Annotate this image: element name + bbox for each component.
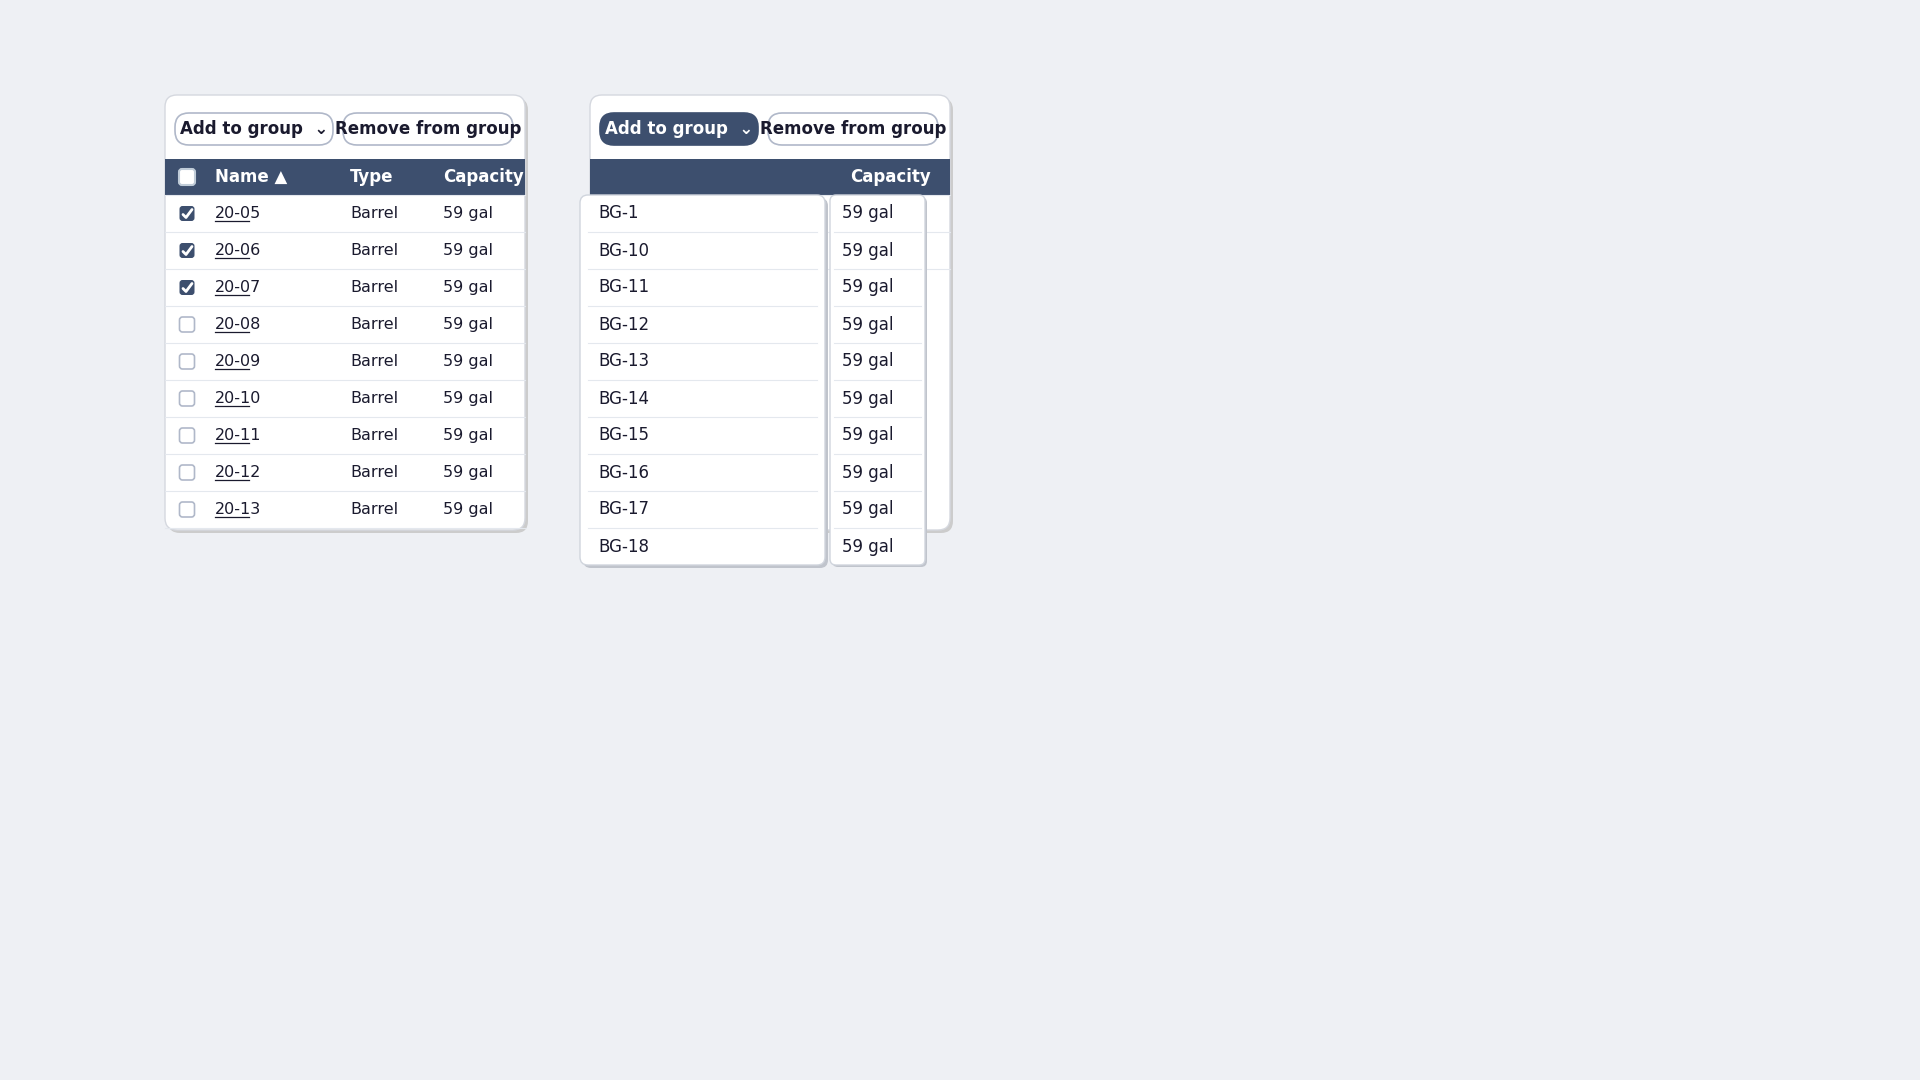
Text: 59 gal: 59 gal bbox=[444, 428, 493, 443]
Text: BG-10: BG-10 bbox=[597, 242, 649, 259]
FancyBboxPatch shape bbox=[179, 206, 194, 221]
FancyBboxPatch shape bbox=[589, 95, 950, 530]
Text: 20-05: 20-05 bbox=[215, 206, 261, 221]
FancyBboxPatch shape bbox=[179, 318, 194, 332]
FancyBboxPatch shape bbox=[179, 168, 196, 185]
Text: 20-13: 20-13 bbox=[215, 502, 261, 517]
Text: 20-09: 20-09 bbox=[215, 354, 261, 369]
Text: BG-17: BG-17 bbox=[597, 500, 649, 518]
Text: 59 gal: 59 gal bbox=[843, 427, 893, 445]
Text: 59 gal: 59 gal bbox=[444, 243, 493, 258]
FancyBboxPatch shape bbox=[584, 198, 828, 568]
Text: 59 gal: 59 gal bbox=[843, 315, 893, 334]
Text: 59 gal: 59 gal bbox=[444, 206, 493, 221]
Text: Barrel: Barrel bbox=[349, 243, 397, 258]
Text: Remove from group: Remove from group bbox=[760, 120, 947, 138]
Bar bbox=[589, 159, 950, 195]
FancyBboxPatch shape bbox=[179, 354, 194, 369]
Text: 20-06: 20-06 bbox=[215, 243, 261, 258]
Text: 59 gal: 59 gal bbox=[444, 318, 493, 332]
Text: Barrel: Barrel bbox=[349, 428, 397, 443]
Text: 59 gal: 59 gal bbox=[851, 243, 900, 258]
Text: 59 gal: 59 gal bbox=[843, 538, 893, 555]
Text: 59 gal: 59 gal bbox=[444, 391, 493, 406]
FancyBboxPatch shape bbox=[344, 113, 513, 145]
Text: Add to group  ⌄: Add to group ⌄ bbox=[180, 120, 328, 138]
Text: Barrel: Barrel bbox=[349, 280, 397, 295]
Text: 59 gal: 59 gal bbox=[444, 465, 493, 480]
Text: BG-18: BG-18 bbox=[597, 538, 649, 555]
FancyBboxPatch shape bbox=[179, 465, 194, 480]
Bar bbox=[165, 159, 524, 195]
Text: 59 gal: 59 gal bbox=[843, 204, 893, 222]
FancyBboxPatch shape bbox=[179, 280, 194, 295]
FancyBboxPatch shape bbox=[179, 243, 194, 258]
Text: 59 gal: 59 gal bbox=[843, 463, 893, 482]
FancyBboxPatch shape bbox=[593, 98, 952, 534]
FancyBboxPatch shape bbox=[179, 502, 194, 517]
Text: 59 gal: 59 gal bbox=[843, 279, 893, 297]
Text: 59 gal: 59 gal bbox=[851, 280, 900, 295]
Text: Capacity: Capacity bbox=[851, 168, 931, 186]
Text: Remove from group: Remove from group bbox=[334, 120, 520, 138]
Text: 59 gal: 59 gal bbox=[851, 206, 900, 221]
FancyBboxPatch shape bbox=[165, 95, 524, 530]
Text: BG-12: BG-12 bbox=[597, 315, 649, 334]
Text: 20-10: 20-10 bbox=[215, 391, 261, 406]
Text: 20-07: 20-07 bbox=[215, 280, 261, 295]
Text: Name ▲: Name ▲ bbox=[215, 168, 288, 186]
Text: Barrel: Barrel bbox=[595, 206, 643, 221]
Text: Barrel: Barrel bbox=[349, 354, 397, 369]
Text: Barrel: Barrel bbox=[349, 465, 397, 480]
Text: Barrel: Barrel bbox=[349, 318, 397, 332]
Text: 59 gal: 59 gal bbox=[843, 500, 893, 518]
FancyBboxPatch shape bbox=[179, 428, 194, 443]
Text: Capacity: Capacity bbox=[444, 168, 524, 186]
Text: Barrel: Barrel bbox=[349, 502, 397, 517]
Text: Add to group  ⌄: Add to group ⌄ bbox=[605, 120, 753, 138]
Text: Barrel: Barrel bbox=[595, 243, 643, 258]
FancyBboxPatch shape bbox=[169, 98, 528, 534]
FancyBboxPatch shape bbox=[599, 113, 758, 145]
Text: 59 gal: 59 gal bbox=[843, 352, 893, 370]
Text: Barrel: Barrel bbox=[349, 391, 397, 406]
Text: Barrel: Barrel bbox=[595, 280, 643, 295]
FancyBboxPatch shape bbox=[580, 195, 826, 565]
Text: 59 gal: 59 gal bbox=[444, 354, 493, 369]
Text: 20-12: 20-12 bbox=[215, 465, 261, 480]
FancyBboxPatch shape bbox=[829, 195, 925, 565]
Text: 59 gal: 59 gal bbox=[444, 280, 493, 295]
Text: 59 gal: 59 gal bbox=[843, 242, 893, 259]
Text: 59 gal: 59 gal bbox=[444, 502, 493, 517]
FancyBboxPatch shape bbox=[831, 197, 927, 567]
Text: BG-11: BG-11 bbox=[597, 279, 649, 297]
Text: BG-15: BG-15 bbox=[597, 427, 649, 445]
Text: Barrel: Barrel bbox=[349, 206, 397, 221]
Text: Type: Type bbox=[349, 168, 394, 186]
Text: BG-13: BG-13 bbox=[597, 352, 649, 370]
Text: BG-16: BG-16 bbox=[597, 463, 649, 482]
Text: BG-14: BG-14 bbox=[597, 390, 649, 407]
FancyBboxPatch shape bbox=[768, 113, 939, 145]
FancyBboxPatch shape bbox=[175, 113, 332, 145]
FancyBboxPatch shape bbox=[179, 391, 194, 406]
Text: 20-11: 20-11 bbox=[215, 428, 261, 443]
Text: 20-08: 20-08 bbox=[215, 318, 261, 332]
Text: BG-1: BG-1 bbox=[597, 204, 639, 222]
Text: 59 gal: 59 gal bbox=[843, 390, 893, 407]
